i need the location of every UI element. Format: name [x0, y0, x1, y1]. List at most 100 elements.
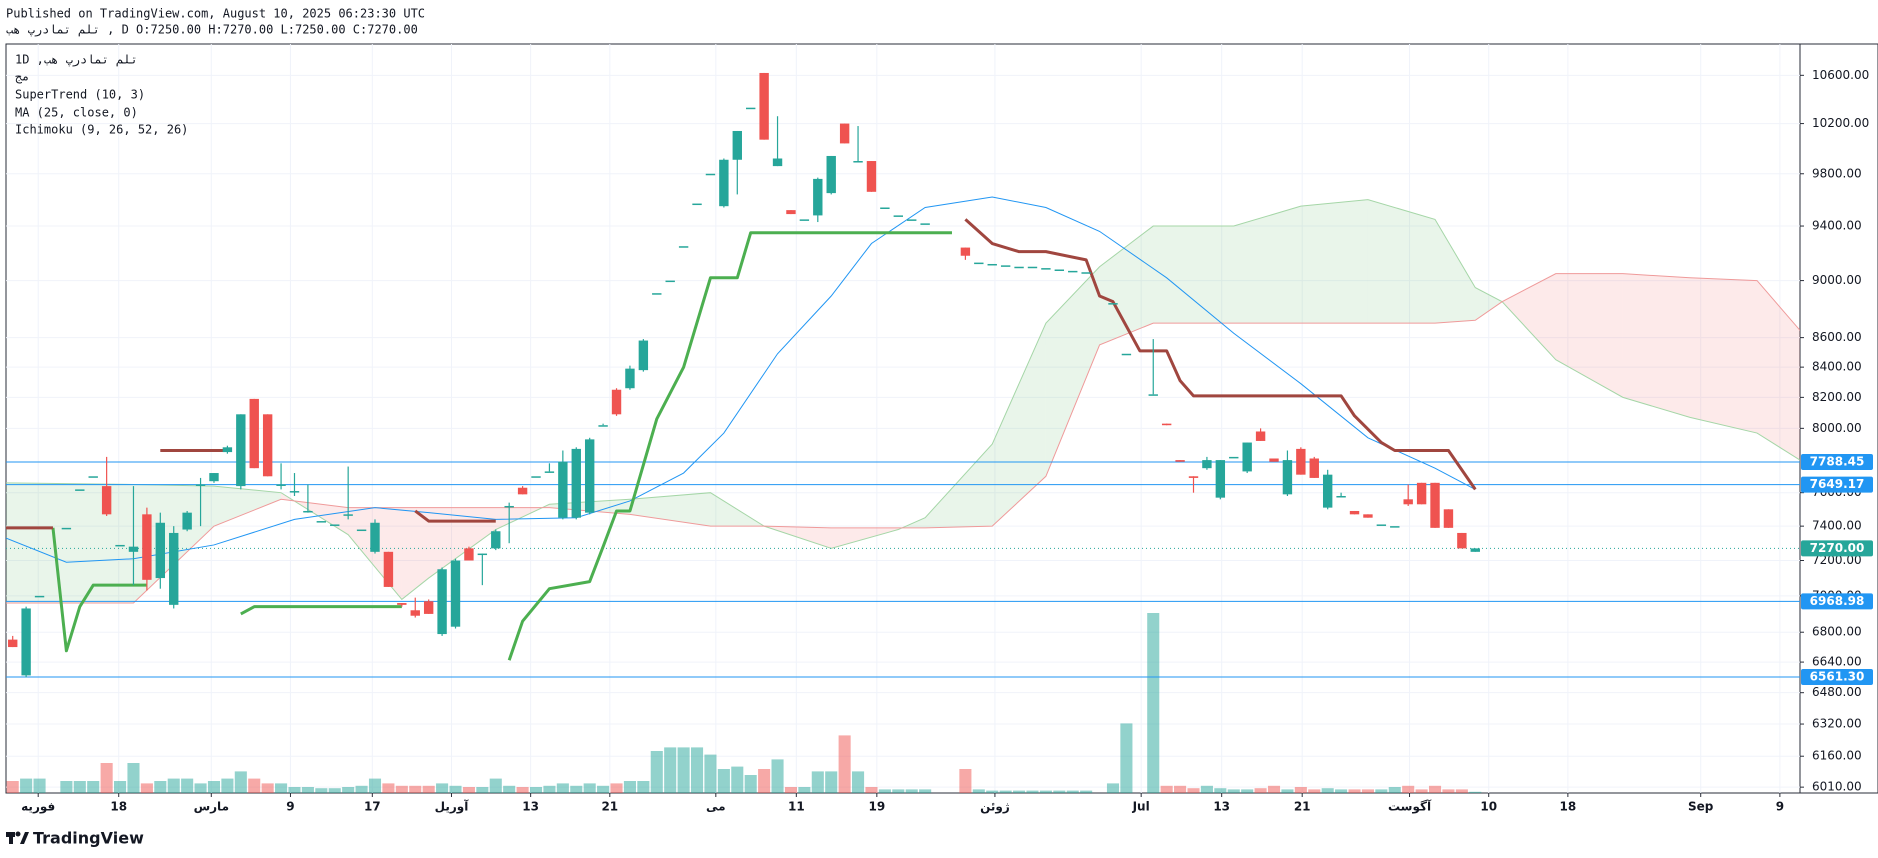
candle-body	[1296, 448, 1306, 475]
volume-bar	[1388, 787, 1401, 793]
candle-body	[303, 510, 313, 513]
price-label: 6561.30	[1810, 670, 1865, 684]
candle-body	[1121, 353, 1132, 356]
candle-body	[88, 476, 98, 478]
volume-bar	[1013, 790, 1026, 793]
y-tick-label: 6640.00	[1812, 655, 1862, 669]
candle-body	[813, 178, 823, 216]
volume-bar	[852, 771, 865, 793]
candle-body	[343, 514, 353, 516]
volume-bar	[637, 781, 650, 793]
volume-bar	[556, 783, 569, 793]
ichimoku-cloud	[428, 507, 496, 579]
candle-body	[531, 476, 541, 478]
candle-body	[1081, 272, 1091, 274]
volume-bar	[20, 778, 33, 793]
candle-body	[1175, 460, 1185, 462]
y-tick-label: 6800.00	[1812, 625, 1862, 639]
volume-bar	[462, 787, 475, 793]
candle-body	[786, 210, 796, 215]
volume-bar	[181, 778, 194, 793]
y-tick-label: 9800.00	[1812, 166, 1862, 180]
ichimoku-cloud	[1435, 219, 1476, 324]
volume-bar	[87, 781, 100, 793]
x-tick-label: 9	[1776, 800, 1784, 814]
y-tick-label: 6320.00	[1812, 717, 1862, 731]
y-tick-label: 9000.00	[1812, 273, 1862, 287]
volume-bar	[395, 785, 408, 793]
ichimoku-cloud	[213, 486, 282, 527]
candle-body	[356, 529, 367, 532]
volume-bar	[1281, 789, 1294, 793]
ohlc-line: تلم تمادرپ هب , D O:7250.00 H:7270.00 L:…	[6, 23, 418, 38]
candle-body	[625, 368, 635, 389]
candle-body	[437, 569, 447, 635]
candle-body	[8, 639, 18, 648]
volume-bar	[1106, 783, 1120, 793]
ichimoku-cloud	[1622, 273, 1690, 418]
volume-bar	[1469, 791, 1482, 793]
y-tick-label: 8400.00	[1812, 360, 1862, 374]
volume-bar	[100, 763, 113, 793]
volume-bar	[476, 787, 489, 793]
legend-ma: MA (25, close, 0)	[15, 106, 138, 120]
candle-body	[1229, 456, 1239, 459]
ichimoku-cloud	[1045, 266, 1100, 477]
volume-bar	[744, 775, 757, 793]
candle-body	[195, 484, 206, 486]
volume-bar	[892, 789, 905, 793]
volume-bar	[838, 735, 851, 793]
candle-body	[1188, 476, 1199, 478]
y-tick-label: 7400.00	[1812, 519, 1862, 533]
candle-body	[34, 595, 45, 598]
candle-body	[1430, 482, 1440, 528]
volume-bar	[529, 787, 543, 793]
x-tick-label: 21	[601, 800, 618, 814]
volume-bar	[717, 769, 730, 793]
volume-bar	[1160, 785, 1173, 793]
candle-body	[652, 293, 662, 295]
volume-bar	[1361, 789, 1374, 793]
candle-body	[598, 425, 608, 427]
candle-body	[584, 439, 595, 513]
candle-body	[1255, 431, 1266, 441]
candle-body	[719, 159, 729, 207]
candle-body	[692, 203, 702, 206]
candle-body	[423, 601, 434, 614]
volume-bar	[677, 747, 690, 793]
y-tick-label: 9400.00	[1812, 219, 1862, 233]
volume-bar	[73, 781, 86, 793]
volume-bar	[422, 785, 435, 793]
volume-bar	[382, 783, 395, 793]
volume-bar	[1415, 789, 1428, 793]
candle-body	[987, 263, 997, 266]
logo-slash	[20, 832, 29, 844]
volume-bar	[878, 789, 891, 793]
x-tick-label: 10	[1480, 800, 1497, 814]
volume-bar	[623, 781, 636, 793]
candle-body	[746, 107, 756, 110]
supertrend-line	[51, 231, 952, 661]
volume-bar	[167, 778, 180, 793]
volume-bar	[194, 783, 207, 793]
volume-bar	[436, 783, 449, 793]
candle-body	[370, 522, 380, 552]
brand-name: TradingView	[33, 829, 144, 848]
candle-body	[491, 531, 501, 549]
volume-bar	[1254, 788, 1267, 793]
volume-bar	[114, 781, 127, 793]
candle-body	[169, 532, 179, 605]
candle-body	[517, 487, 528, 495]
ichimoku-cloud	[1300, 199, 1368, 324]
chart-frame	[5, 43, 1878, 794]
volume-bar	[1053, 790, 1066, 793]
volume-bar	[583, 783, 596, 793]
ichimoku-cloud	[401, 507, 429, 600]
volume-bar	[959, 769, 972, 793]
candle-body	[839, 123, 850, 144]
ichimoku-cloud	[1099, 226, 1154, 345]
volume-bar	[690, 747, 704, 793]
volume-bar	[33, 778, 46, 793]
y-tick-label: 10200.00	[1812, 116, 1869, 130]
